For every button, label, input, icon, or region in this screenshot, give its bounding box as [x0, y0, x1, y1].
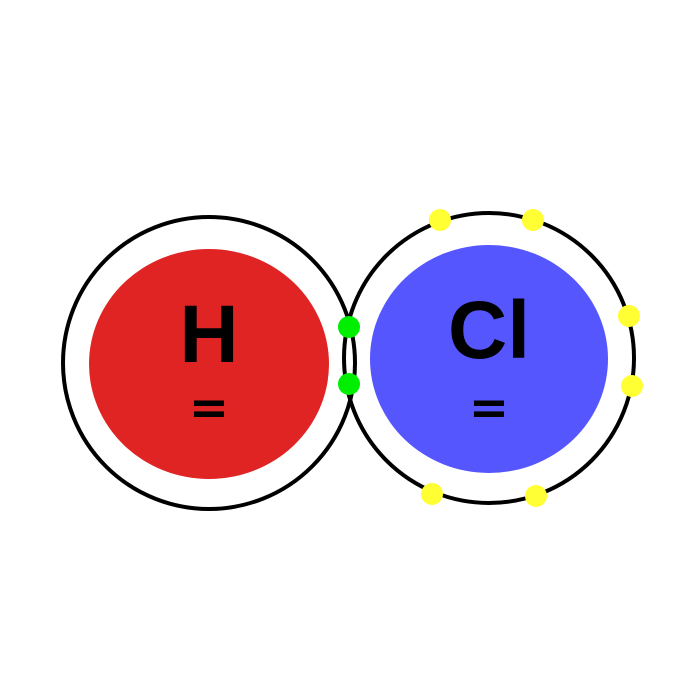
hydrogen-atom: H = [61, 215, 357, 511]
hydrogen-symbol: H [179, 289, 238, 380]
lone-electron [525, 485, 547, 507]
shared-electron [338, 373, 360, 395]
hydrogen-charge-mark: = [189, 380, 229, 436]
chlorine-charge-mark: = [469, 380, 509, 436]
chlorine-atom: Cl = [342, 211, 636, 505]
chlorine-shell [342, 211, 636, 505]
lone-electron [621, 375, 643, 397]
lone-electron [421, 483, 443, 505]
shared-electron-pair [338, 316, 360, 395]
lone-electron [429, 209, 451, 231]
lone-electron [522, 209, 544, 231]
chlorine-symbol: Cl [448, 285, 530, 376]
lone-electron [618, 305, 640, 327]
hydrogen-shell [61, 215, 357, 511]
shared-electron [338, 316, 360, 338]
hydrogen-nucleus [89, 249, 329, 479]
chlorine-nucleus [370, 245, 608, 473]
chlorine-lone-electrons [421, 209, 643, 507]
